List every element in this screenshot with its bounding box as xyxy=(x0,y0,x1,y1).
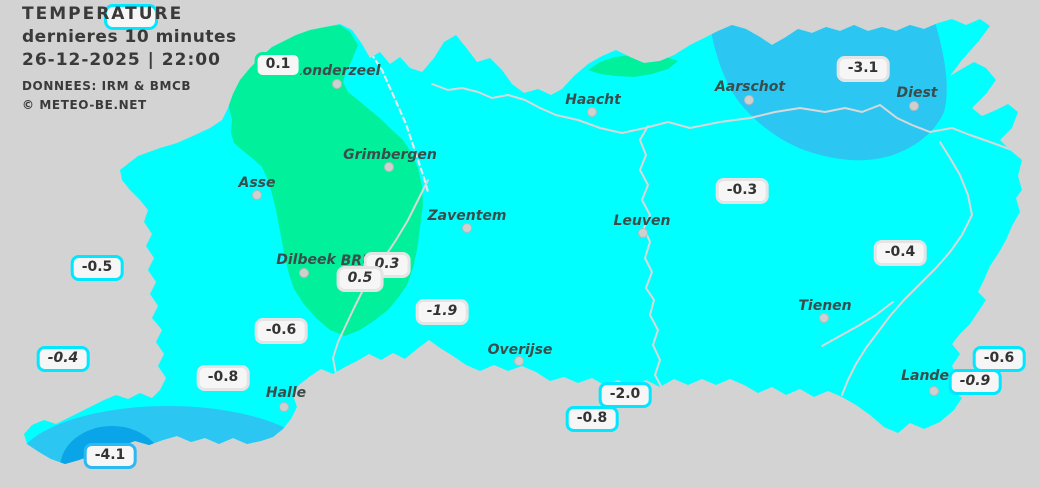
city-dot xyxy=(332,79,342,89)
city-dot xyxy=(279,402,289,412)
city-dot xyxy=(462,223,472,233)
temperature-badge: -1.9 xyxy=(415,299,469,325)
city-dot xyxy=(744,95,754,105)
city-label: Diest xyxy=(896,85,938,101)
map-header: TEMPERATURE dernieres 10 minutes 26-12-2… xyxy=(22,4,237,112)
page-subtitle: dernieres 10 minutes xyxy=(22,27,237,47)
temperature-badge: -0.3 xyxy=(715,178,769,204)
city-dot xyxy=(587,107,597,117)
city-label: Haacht xyxy=(565,92,621,108)
temperature-badge: -0.6 xyxy=(254,318,308,344)
city-label: Dilbeek xyxy=(276,252,336,268)
copyright: © METEO-BE.NET xyxy=(22,98,147,112)
header-temp-badge xyxy=(104,4,158,30)
city-label: Landen xyxy=(901,368,959,384)
city-label: Leuven xyxy=(613,213,671,229)
city-dot xyxy=(514,356,524,366)
temperature-badge: -2.0 xyxy=(598,382,652,408)
city-label: Londerzeel xyxy=(293,63,381,79)
temperature-badge: -0.4 xyxy=(873,240,927,266)
city-dot xyxy=(638,228,648,238)
city-dot xyxy=(252,190,262,200)
city-dot xyxy=(299,268,309,278)
temperature-badge: 0.1 xyxy=(254,52,302,78)
temperature-badge: -0.5 xyxy=(70,255,124,281)
temperature-badge: 0.5 xyxy=(336,266,384,292)
city-dot xyxy=(929,386,939,396)
temperature-badge: -3.1 xyxy=(836,56,890,82)
canal-dashed xyxy=(364,44,430,194)
city-dot xyxy=(909,101,919,111)
temperature-badge: -0.8 xyxy=(196,365,250,391)
river-dijle xyxy=(639,125,663,389)
temperature-badge: -0.4 xyxy=(36,346,90,372)
city-label: Grimbergen xyxy=(343,147,437,163)
date-time: 26-12-2025 | 22:00 xyxy=(22,50,221,70)
page-title: TEMPERATURE xyxy=(22,4,184,24)
river-demer xyxy=(431,83,1013,151)
city-label: Halle xyxy=(265,385,307,401)
city-dot xyxy=(819,313,829,323)
data-source: DONNEES: IRM & BMCB xyxy=(22,79,192,93)
city-label: Overijse xyxy=(487,342,553,358)
city-label: Zaventem xyxy=(427,208,507,224)
river-gete xyxy=(841,141,973,396)
temperature-badge: -4.1 xyxy=(83,443,137,469)
city-label: Tienen xyxy=(798,298,852,314)
temperature-badge: -0.9 xyxy=(948,369,1002,395)
temperature-badge: -0.8 xyxy=(565,406,619,432)
city-label: Aarschot xyxy=(714,79,786,95)
city-dot xyxy=(384,162,394,172)
river-gete-branch xyxy=(821,301,894,347)
zone-skyblue-diest xyxy=(710,22,947,161)
city-label: Asse xyxy=(238,175,276,191)
